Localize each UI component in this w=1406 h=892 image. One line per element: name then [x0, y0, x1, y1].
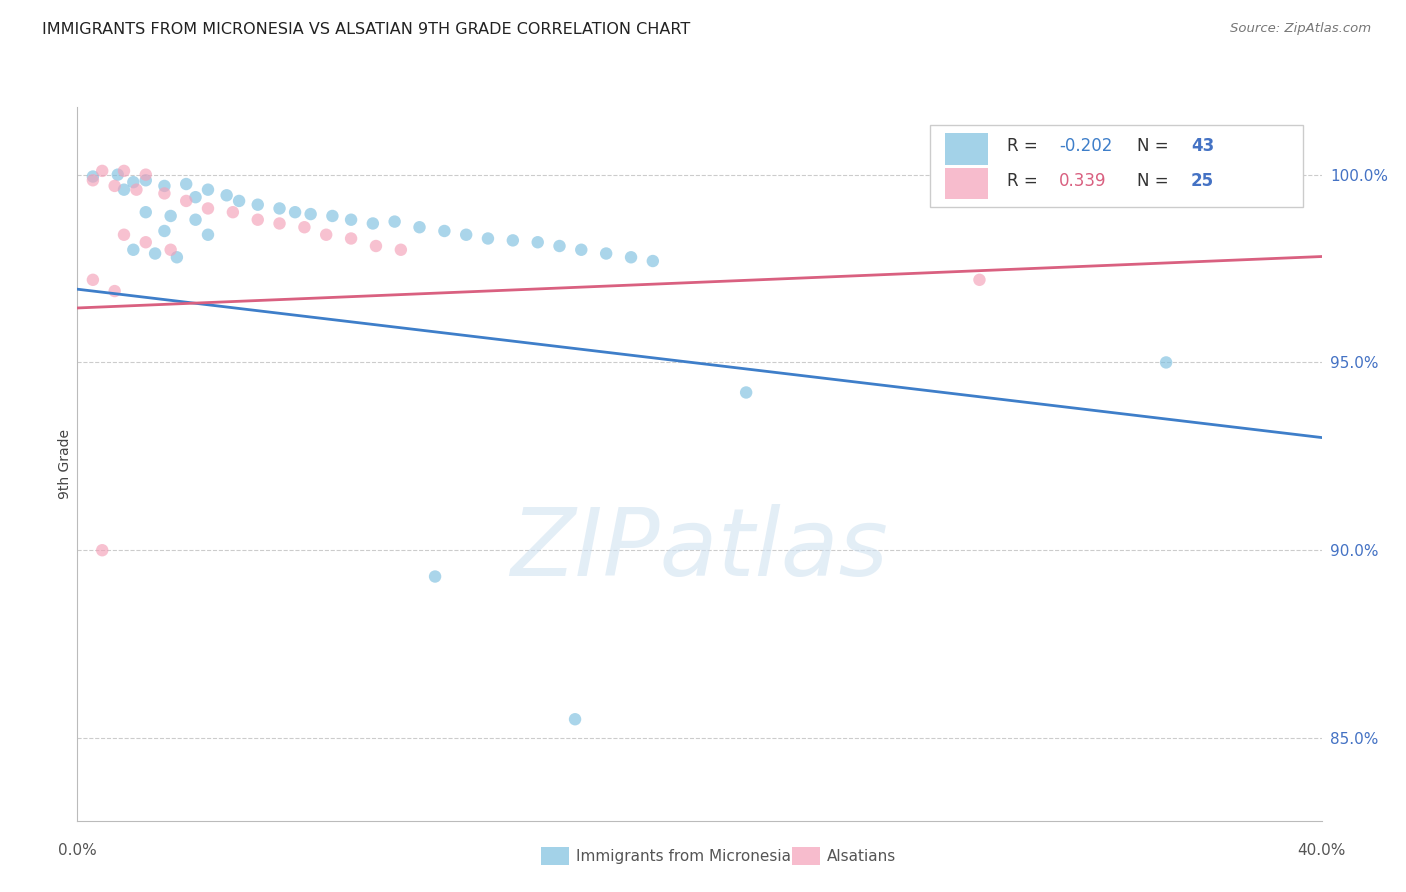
Point [153, 186, 176, 201]
Point [433, 224, 456, 238]
Point [641, 254, 664, 268]
Text: R =: R = [1007, 171, 1043, 189]
Point [82, 169, 104, 184]
Text: Source: ZipAtlas.com: Source: ZipAtlas.com [1230, 22, 1371, 36]
Point [159, 243, 181, 257]
Point [197, 227, 219, 242]
Text: 40.0%: 40.0% [1298, 843, 1346, 858]
Text: 0.0%: 0.0% [58, 843, 97, 858]
Text: -0.202: -0.202 [1059, 137, 1112, 155]
Point [315, 227, 337, 242]
Point [423, 569, 446, 583]
Point [361, 217, 384, 231]
Text: ZIPatlas: ZIPatlas [510, 504, 889, 595]
Point [135, 235, 157, 250]
Text: Alsatians: Alsatians [827, 849, 896, 863]
Point [969, 273, 991, 287]
Point [112, 164, 135, 178]
Point [184, 212, 207, 227]
Point [125, 183, 148, 197]
Point [228, 194, 250, 208]
Point [620, 250, 643, 264]
Point [294, 220, 316, 235]
Text: N =: N = [1137, 137, 1174, 155]
Point [364, 239, 387, 253]
Text: 25: 25 [1191, 171, 1215, 189]
Point [107, 168, 129, 182]
Text: N =: N = [1137, 171, 1174, 189]
Text: 0.339: 0.339 [1059, 171, 1107, 189]
Point [135, 205, 157, 219]
Point [104, 284, 127, 298]
Point [215, 188, 238, 202]
Point [135, 168, 157, 182]
Point [197, 183, 219, 197]
Point [321, 209, 343, 223]
Point [269, 202, 291, 216]
Point [1154, 355, 1177, 369]
Y-axis label: 9th Grade: 9th Grade [58, 429, 72, 499]
Point [384, 214, 406, 228]
Point [174, 194, 197, 208]
FancyBboxPatch shape [945, 133, 988, 165]
Point [526, 235, 548, 250]
Point [197, 202, 219, 216]
Point [222, 205, 245, 219]
Text: Immigrants from Micronesia: Immigrants from Micronesia [576, 849, 792, 863]
Point [246, 197, 269, 211]
Point [153, 178, 176, 193]
Text: IMMIGRANTS FROM MICRONESIA VS ALSATIAN 9TH GRADE CORRELATION CHART: IMMIGRANTS FROM MICRONESIA VS ALSATIAN 9… [42, 22, 690, 37]
Point [564, 712, 586, 726]
Point [389, 243, 412, 257]
Point [502, 233, 524, 247]
Point [153, 224, 176, 238]
Point [104, 178, 127, 193]
Point [91, 164, 114, 178]
Point [477, 231, 499, 245]
Point [340, 212, 363, 227]
Point [174, 177, 197, 191]
Point [595, 246, 617, 260]
Point [408, 220, 430, 235]
Point [569, 243, 592, 257]
Text: 43: 43 [1191, 137, 1215, 155]
FancyBboxPatch shape [929, 125, 1303, 207]
Point [246, 212, 269, 227]
Point [82, 173, 104, 187]
Point [166, 250, 188, 264]
Point [135, 173, 157, 187]
Point [122, 175, 145, 189]
Point [122, 243, 145, 257]
Point [143, 246, 166, 260]
Point [82, 273, 104, 287]
Point [112, 183, 135, 197]
Point [284, 205, 307, 219]
Point [299, 207, 322, 221]
FancyBboxPatch shape [945, 168, 988, 199]
Point [456, 227, 478, 242]
Point [269, 217, 291, 231]
Point [735, 385, 758, 400]
Point [112, 227, 135, 242]
Point [159, 209, 181, 223]
Point [91, 543, 114, 558]
Point [548, 239, 571, 253]
Point [184, 190, 207, 204]
Point [340, 231, 363, 245]
Text: R =: R = [1007, 137, 1043, 155]
